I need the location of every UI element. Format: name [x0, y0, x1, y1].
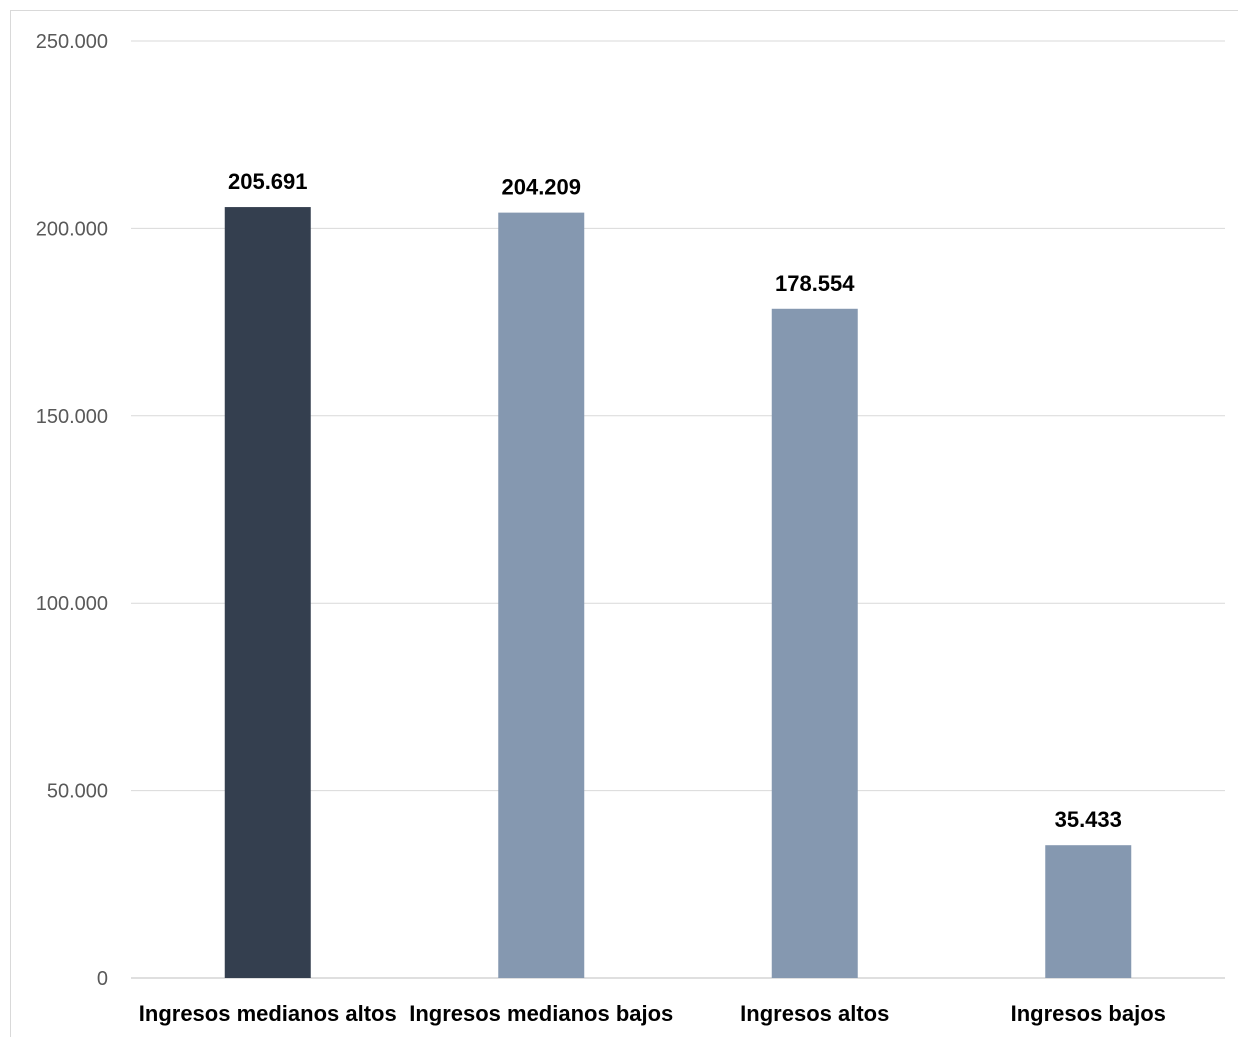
x-category-label: Ingresos altos	[740, 1001, 889, 1026]
y-axis-ticks: 0 50.000 100.000 150.000 200.000 250.000	[36, 31, 108, 990]
bar-chart: 0 50.000 100.000 150.000 200.000 250.000 205.…	[36, 31, 1225, 1026]
data-label: 35.433	[1055, 807, 1122, 832]
x-category-label: Ingresos medianos altos	[139, 1001, 397, 1026]
y-tick-label: 150.000	[36, 406, 108, 428]
data-label: 205.691	[228, 169, 308, 194]
x-axis-categories: Ingresos medianos altos Ingresos medianos…	[139, 1001, 1166, 1026]
y-tick-label: 250.000	[36, 31, 108, 53]
y-tick-label: 100.000	[36, 593, 108, 615]
data-label: 204.209	[501, 175, 581, 200]
x-category-label: Ingresos bajos	[1011, 1001, 1166, 1026]
x-category-label: Ingresos medianos bajos	[409, 1001, 673, 1026]
data-label: 178.554	[775, 271, 855, 296]
bar	[224, 207, 311, 978]
bars	[224, 207, 1132, 979]
bar	[771, 308, 858, 978]
bar	[498, 212, 585, 979]
bar	[1045, 845, 1132, 978]
y-tick-label: 200.000	[36, 218, 108, 240]
y-tick-label: 0	[97, 968, 108, 990]
data-labels: 205.691 204.209 178.554 35.433	[228, 169, 1122, 832]
chart-container: 0 50.000 100.000 150.000 200.000 250.000 205.…	[10, 10, 1238, 1037]
gridlines	[131, 40, 1225, 979]
y-tick-label: 50.000	[47, 781, 108, 803]
